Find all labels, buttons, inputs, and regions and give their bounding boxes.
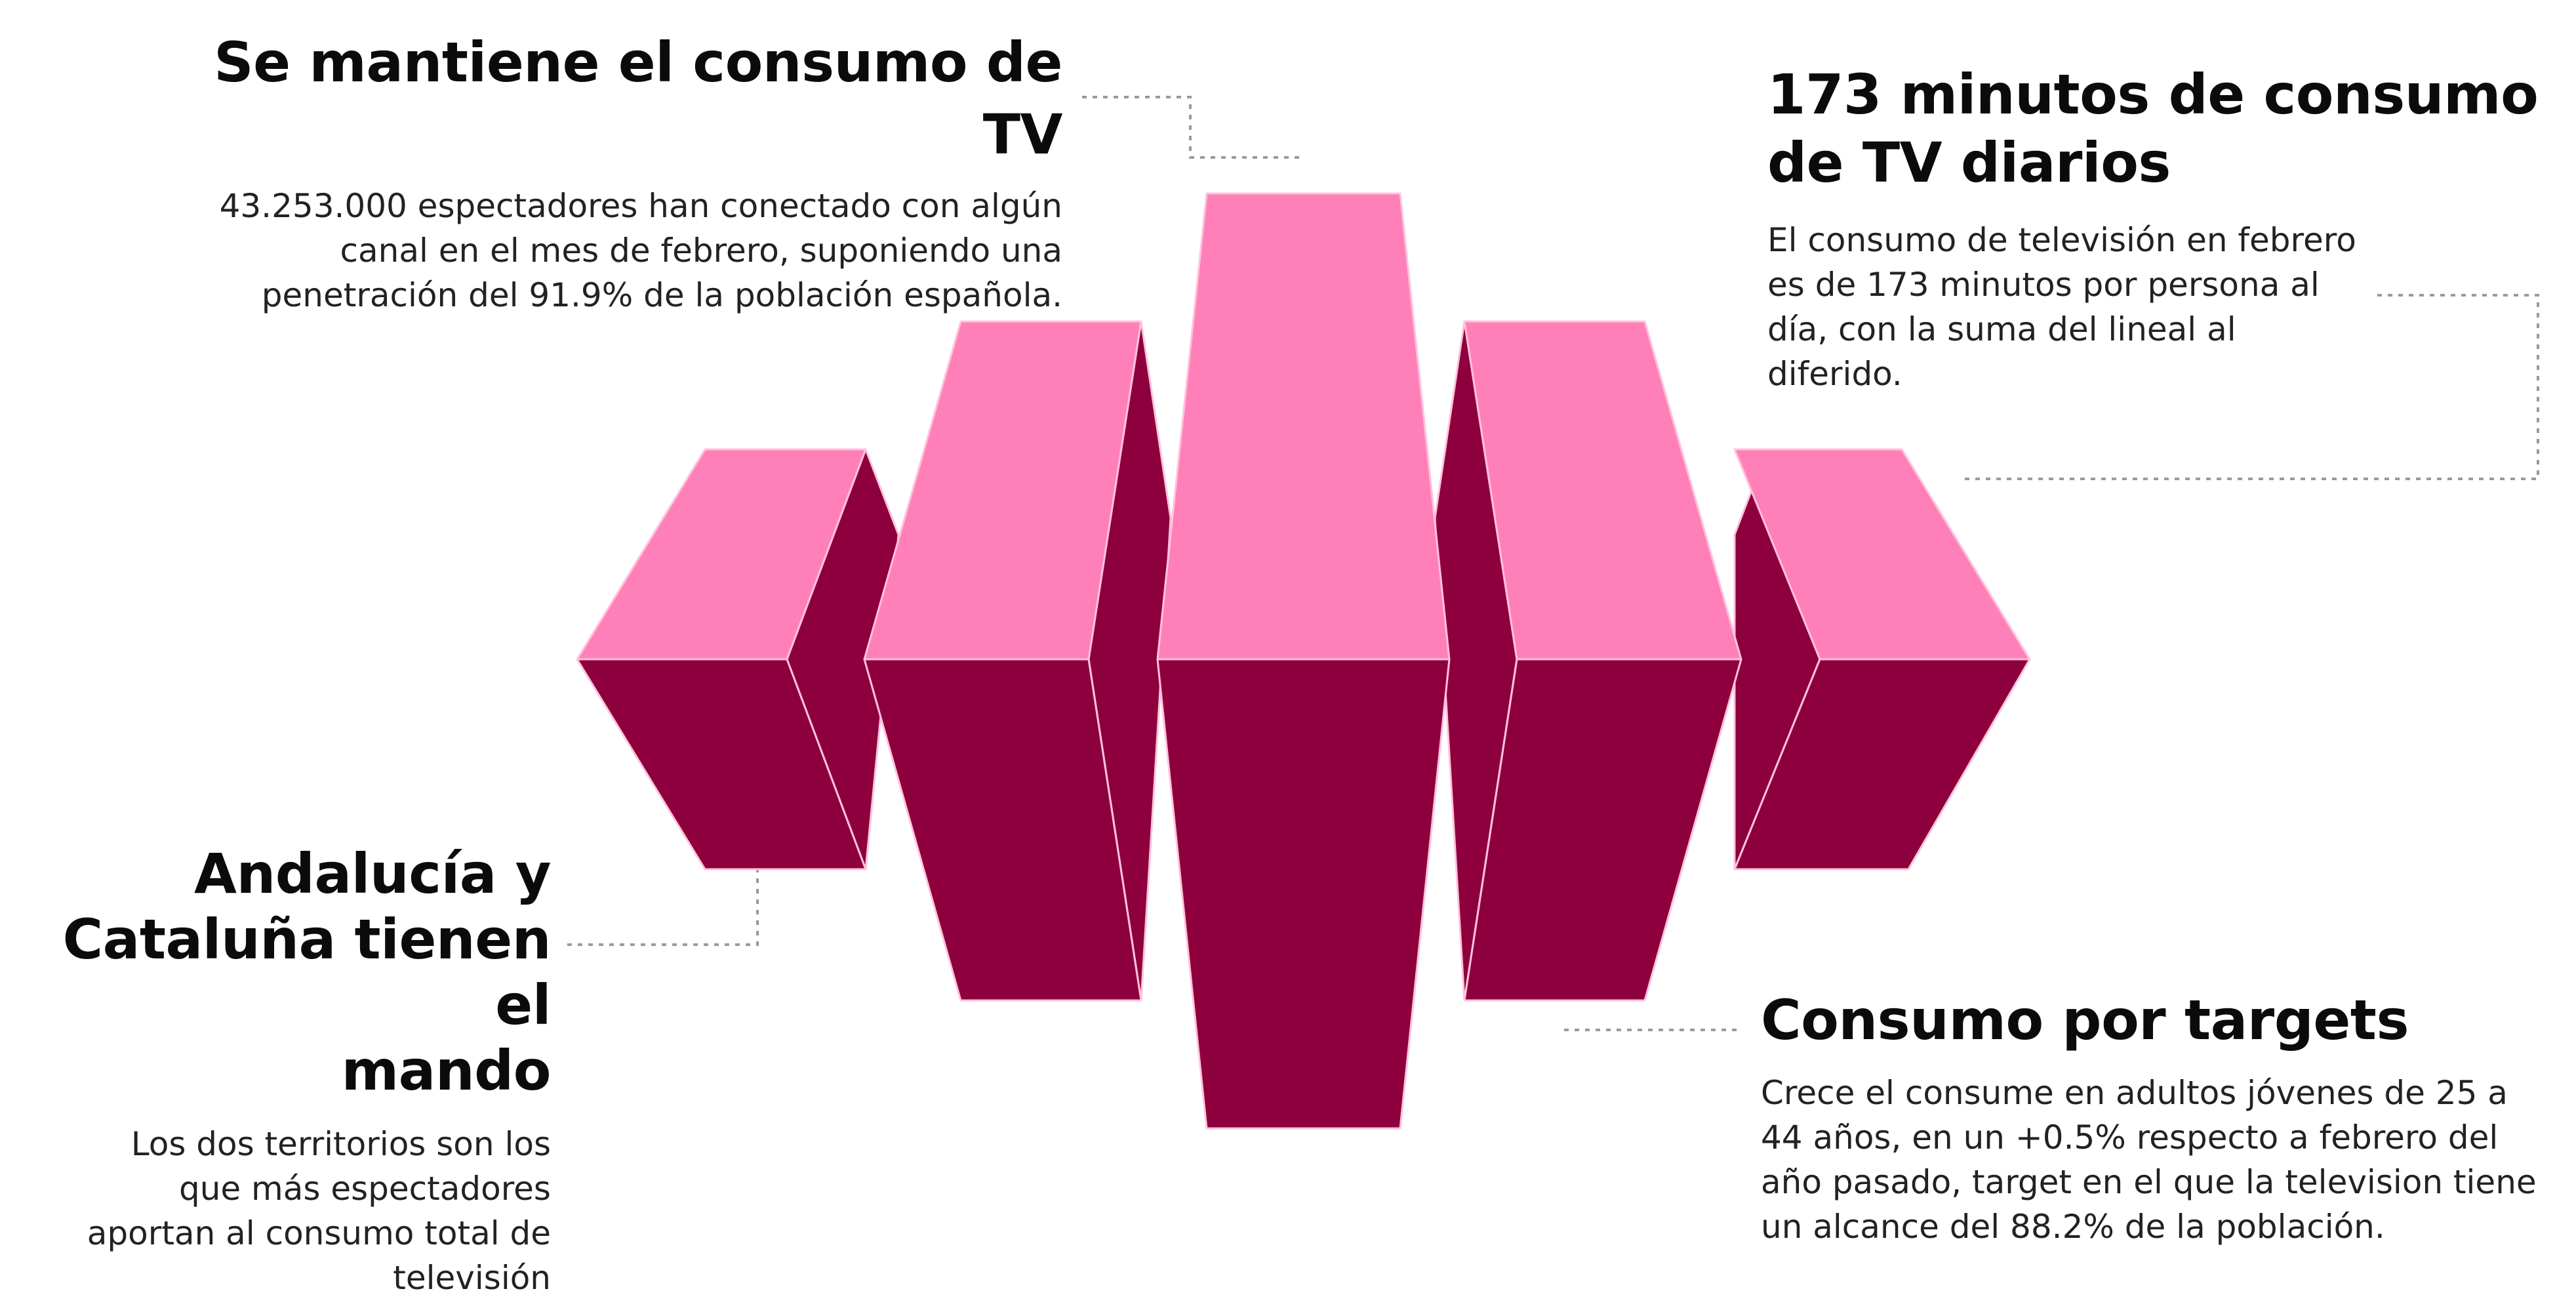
description-line: Crece el consume en adultos jóvenes de 2… bbox=[1761, 1074, 2508, 1112]
description-line: penetración del 91.9% de la población es… bbox=[261, 276, 1062, 314]
leader-line-top-left bbox=[1082, 96, 1302, 159]
leader-line-bottom-left bbox=[567, 748, 759, 946]
text-block-daily-minutes: 173 minutos de consumo de TV diarios El … bbox=[1767, 60, 2541, 396]
heading-daily-minutes: 173 minutos de consumo de TV diarios bbox=[1767, 60, 2541, 197]
description-tv-consumption: 43.253.000 espectadores han conectado co… bbox=[151, 184, 1062, 318]
leader-line-top-right bbox=[1961, 294, 2539, 480]
heading-regions: Andalucía y Cataluña tienen el mando bbox=[33, 841, 552, 1103]
heading-tv-consumption: Se mantiene el consumo de TV bbox=[214, 30, 1062, 167]
heading-line: 173 minutos de consumo bbox=[1767, 62, 2539, 127]
description-line: Los dos territorios son los bbox=[131, 1125, 551, 1163]
prism-bar-1 bbox=[576, 448, 900, 871]
heading-line: Cataluña tienen el bbox=[62, 907, 552, 1037]
description-line: que más espectadores bbox=[178, 1170, 551, 1208]
description-line: 43.253.000 espectadores han conectado co… bbox=[219, 187, 1062, 225]
prism-bar-5 bbox=[1733, 448, 2031, 871]
description-daily-minutes: El consumo de televisión en febrero es d… bbox=[1767, 218, 2397, 396]
description-line: televisión bbox=[393, 1259, 551, 1297]
prism-bar-4-top-face bbox=[1463, 320, 1742, 661]
prism-bar-5-top-face bbox=[1733, 448, 2031, 661]
description-line: 44 años, en un +0.5% respecto a febrero … bbox=[1761, 1118, 2499, 1157]
description-line: aportan al consumo total de bbox=[87, 1214, 551, 1252]
heading-targets: Consumo por targets bbox=[1761, 988, 2409, 1052]
heading-line: de TV diarios bbox=[1767, 131, 2171, 195]
description-line: canal en el mes de febrero, suponiendo u… bbox=[340, 232, 1062, 270]
description-line: año pasado, target en el que la televisi… bbox=[1761, 1163, 2537, 1201]
prism-bar-2-top-face bbox=[863, 320, 1142, 661]
prism-bar-3 bbox=[1156, 192, 1451, 1130]
prism-bar-3-front-face bbox=[1156, 658, 1451, 1130]
text-block-tv-consumption: Se mantiene el consumo de TV 43.253.000 … bbox=[151, 26, 1062, 318]
description-targets: Crece el consume en adultos jóvenes de 2… bbox=[1761, 1071, 2548, 1249]
description-line: El consumo de televisión en febrero bbox=[1767, 221, 2356, 259]
heading-line: mando bbox=[341, 1038, 552, 1103]
description-line: diferido. bbox=[1767, 355, 1902, 393]
description-regions: Los dos territorios son los que más espe… bbox=[33, 1122, 551, 1300]
prism-bar-4 bbox=[1434, 320, 1742, 1002]
description-line: un alcance del 88.2% de la población. bbox=[1761, 1208, 2385, 1246]
text-block-regions: Andalucía y Cataluña tienen el mando Los… bbox=[33, 841, 552, 1300]
description-line: día, con la suma del lineal al bbox=[1767, 310, 2236, 348]
prism-bar-3-top-face bbox=[1156, 192, 1451, 661]
description-line: es de 173 minutos por persona al bbox=[1767, 266, 2320, 304]
prism-bar-1-top-face bbox=[576, 448, 867, 661]
text-block-targets: Consumo por targets Crece el consume en … bbox=[1761, 984, 2548, 1249]
heading-line: Andalucía y bbox=[194, 842, 552, 906]
prism-bar-2 bbox=[863, 320, 1172, 1002]
